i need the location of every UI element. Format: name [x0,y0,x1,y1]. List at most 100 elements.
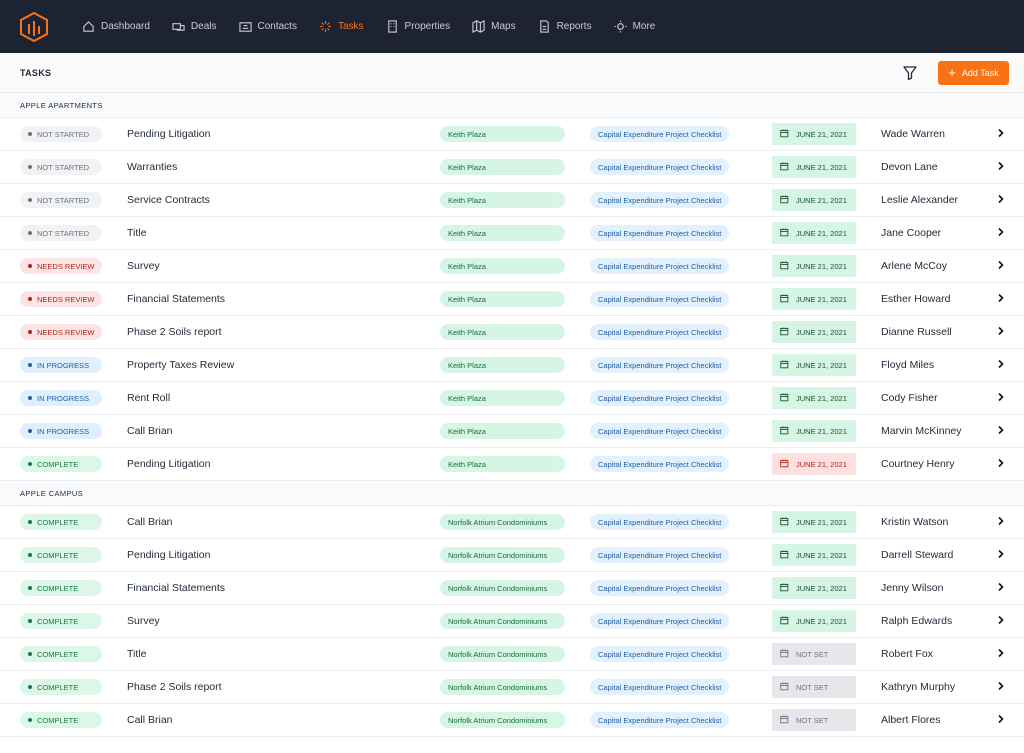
due-date: JUNE 21, 2021 [796,616,847,626]
task-row[interactable]: IN PROGRESS Call Brian Keith Plaza Capital … [0,415,1024,448]
filter-button[interactable] [902,65,918,81]
property-cell: Keith Plaza [440,390,590,406]
icon [780,261,789,270]
chevron[interactable] [991,615,1024,628]
task-name: Pending Litigation [127,458,211,470]
chevron-icon [998,549,1004,558]
task-row[interactable]: COMPLETE Financial Statements Norfolk Atri… [0,572,1024,605]
task-row[interactable]: COMPLETE Title Norfolk Atrium Condominiums… [0,638,1024,671]
property-pill: Keith Plaza [440,258,565,274]
top-nav: Dashboard Deals Contacts Tasks Properties Map… [0,0,1024,53]
date-badge: JUNE 21, 2021 [772,354,856,376]
date-badge: JUNE 21, 2021 [772,156,856,178]
status-cell: NOT STARTED [20,192,127,208]
task-row[interactable]: COMPLETE Pending Litigation Norfolk Atrium… [0,539,1024,572]
due-date: JUNE 21, 2021 [796,360,847,370]
task-row[interactable]: NOT STARTED Warranties Keith Plaza Capital … [0,151,1024,184]
property-pill: Norfolk Atrium Condominiums [440,679,565,695]
checklist-pill: Capital Expenditure Project Checklist [590,258,730,274]
icon [780,583,789,592]
nav-item[interactable]: Properties [386,20,450,33]
nav-item[interactable]: Deals [172,20,217,33]
chevron[interactable] [991,128,1024,141]
checklist-pill: Capital Expenditure Project Checklist [590,192,730,208]
chevron[interactable] [991,582,1024,595]
property-pill: Norfolk Atrium Condominiums [440,514,565,530]
task-row[interactable]: COMPLETE Pending Litigation Keith Plaza Cap… [0,448,1024,481]
task-row[interactable]: COMPLETE Survey Norfolk Atrium Condominium… [0,605,1024,638]
icon [780,616,789,625]
chevron-icon [998,293,1004,302]
date-cell: NOT SET [772,676,881,698]
nav-item[interactable]: Maps [472,20,516,33]
task-row[interactable]: NOT STARTED Service Contracts Keith Plaza C… [0,184,1024,217]
date-cell: JUNE 21, 2021 [772,511,881,533]
assignee: Robert Fox [881,648,933,660]
chevron[interactable] [991,227,1024,240]
checklist-pill: Capital Expenditure Project Checklist [590,547,730,563]
nav-item[interactable]: Contacts [238,20,297,33]
assignee: Marvin McKinney [881,425,962,437]
status-cell: NEEDS REVIEW [20,324,127,340]
nav-item[interactable]: Reports [538,20,592,33]
page-header: TASKS + Add Task [0,53,1024,93]
chevron[interactable] [991,359,1024,372]
chevron[interactable] [991,549,1024,562]
chevron[interactable] [991,194,1024,207]
icon [780,129,789,138]
task-name: Title [127,227,147,239]
task-row[interactable]: COMPLETE Call Brian Norfolk Atrium Condomi… [0,506,1024,539]
task-row[interactable]: NEEDS REVIEW Financial Statements Keith Pl… [0,283,1024,316]
status-cell: NOT STARTED [20,159,127,175]
checklist-pill: Capital Expenditure Project Checklist [590,324,730,340]
task-name: Pending Litigation [127,549,211,561]
nav-item[interactable]: Tasks [319,20,364,33]
property-pill: Keith Plaza [440,456,565,472]
task-row[interactable]: COMPLETE Call Brian Norfolk Atrium Condomi… [0,704,1024,737]
chevron[interactable] [991,425,1024,438]
chevron[interactable] [991,326,1024,339]
chevron[interactable] [991,516,1024,529]
chevron[interactable] [991,260,1024,273]
task-row[interactable]: IN PROGRESS Rent Roll Keith Plaza Capital E… [0,382,1024,415]
date-cell: JUNE 21, 2021 [772,420,881,442]
property-cell: Keith Plaza [440,423,590,439]
checklist-pill: Capital Expenditure Project Checklist [590,423,730,439]
chevron[interactable] [991,714,1024,727]
task-row[interactable]: NEEDS REVIEW Phase 2 Soils report Keith Pl… [0,316,1024,349]
task-name: Warranties [127,161,178,173]
nav-item[interactable]: More [614,20,655,33]
assignee: Darrell Steward [881,549,954,561]
date-badge: JUNE 21, 2021 [772,420,856,442]
chevron[interactable] [991,458,1024,471]
task-list: APPLE APARTMENTS NOT STARTED Pending Litig… [0,93,1024,737]
task-name: Pending Litigation [127,128,211,140]
property-cell: Norfolk Atrium Condominiums [440,547,590,563]
chevron-icon [998,648,1004,657]
chevron[interactable] [991,161,1024,174]
task-row[interactable]: NOT STARTED Pending Litigation Keith Plaza… [0,118,1024,151]
add-task-button[interactable]: + Add Task [938,60,1009,85]
task-name: Financial Statements [127,582,226,594]
chevron[interactable] [991,681,1024,694]
task-name: Call Brian [127,714,173,726]
checklist-pill: Capital Expenditure Project Checklist [590,390,730,406]
task-row[interactable]: NOT STARTED Title Keith Plaza Capital Expen… [0,217,1024,250]
task-row[interactable]: IN PROGRESS Property Taxes Review Keith Pl… [0,349,1024,382]
chevron-icon [998,227,1004,236]
status-cell: COMPLETE [20,547,127,563]
property-cell: Keith Plaza [440,456,590,472]
nav-item[interactable]: Dashboard [82,20,150,33]
nav-label: Tasks [337,21,364,32]
chevron[interactable] [991,392,1024,405]
chevron[interactable] [991,293,1024,306]
chevron-icon [998,194,1004,203]
date-badge: NOT SET [772,643,856,665]
chevron[interactable] [991,648,1024,661]
task-row[interactable]: NEEDS REVIEW Survey Keith Plaza Capital Exp… [0,250,1024,283]
task-row[interactable]: COMPLETE Phase 2 Soils report Norfolk Atri… [0,671,1024,704]
logo[interactable] [20,11,48,42]
status-cell: COMPLETE [20,613,127,629]
task-name: Survey [127,260,160,272]
date-badge: JUNE 21, 2021 [772,255,856,277]
